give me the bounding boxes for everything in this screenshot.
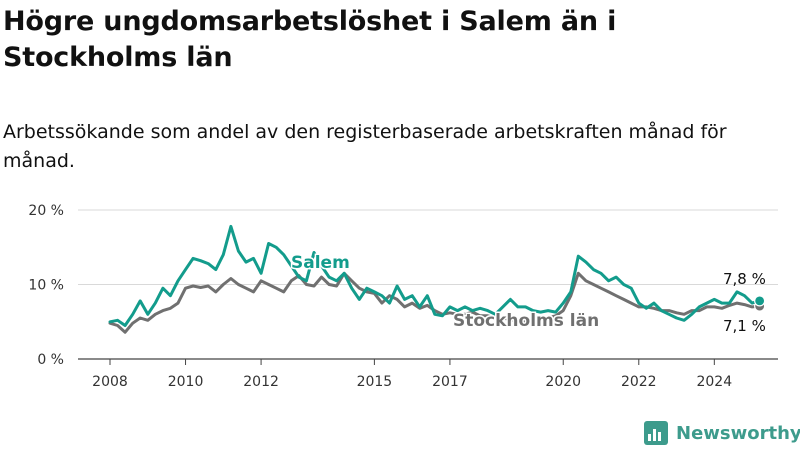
x-tick-label: 2010: [168, 374, 204, 390]
newsworthy-logo: Newsworthy: [644, 419, 800, 447]
x-tick-label: 2022: [621, 374, 657, 390]
brand-name: Newsworthy: [676, 422, 800, 444]
x-tick-label: 2020: [545, 374, 581, 390]
chart-subtitle: Arbetssökande som andel av den registerb…: [3, 121, 727, 172]
x-axis: 2008 2010 2012 2015 2017 2020 2022 2024: [92, 359, 732, 390]
grid-lines: 0 % 10 % 20 %: [28, 203, 778, 368]
x-tick-label: 2024: [696, 374, 732, 390]
series-labels: Salem Stockholms län 7,8 % 7,1 %: [290, 252, 766, 336]
end-value-salem: 7,8 %: [723, 270, 766, 288]
series-end-point: [754, 295, 766, 307]
series-label-salem: Salem: [291, 253, 350, 273]
x-tick-label: 2008: [92, 374, 128, 390]
x-tick-label: 2012: [243, 374, 279, 390]
end-value-stockholm: 7,1 %: [723, 317, 766, 335]
series-line: [108, 271, 762, 334]
series-lines: [108, 224, 766, 334]
y-tick-label: 10 %: [28, 278, 64, 294]
x-tick-label: 2017: [432, 374, 468, 390]
x-tick-label: 2015: [357, 374, 393, 390]
chart-title: Högre ungdomsarbetslöshet i Salem än i S…: [3, 6, 617, 73]
y-tick-label: 0 %: [37, 352, 64, 368]
series-line: [108, 224, 762, 327]
bar-chart-logo-icon: [644, 421, 668, 445]
y-tick-label: 20 %: [28, 203, 64, 219]
series-label-stockholm: Stockholms län: [453, 311, 599, 331]
